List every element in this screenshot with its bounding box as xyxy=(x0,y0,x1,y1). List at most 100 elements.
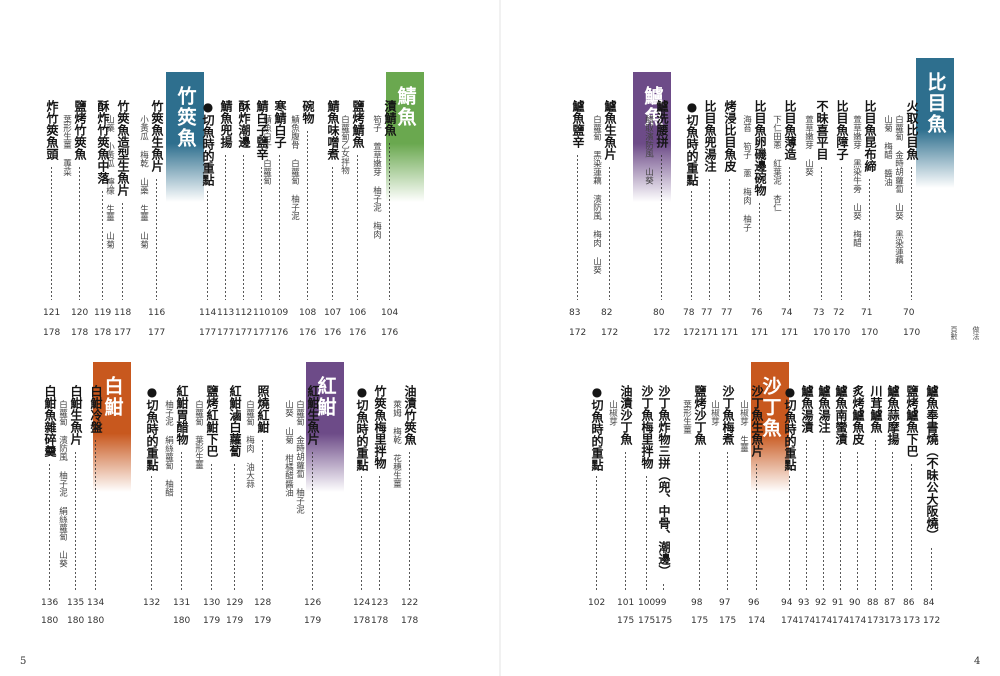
dot-leader xyxy=(409,451,410,590)
dot-leader xyxy=(661,154,662,300)
method-page-ref: 177 xyxy=(235,328,253,338)
method-page-ref: 172 xyxy=(601,328,619,338)
toc-entry-ingredients: 柚子泥 絹絲蘿蔔 柚醋 xyxy=(163,400,174,497)
toc-entry-title: 火取比目魚 xyxy=(905,100,919,160)
page-ref: 129 xyxy=(226,598,244,608)
method-page-ref: 179 xyxy=(203,616,221,626)
method-page-ref: 177 xyxy=(114,328,132,338)
dot-leader xyxy=(869,178,870,300)
page-ref: 126 xyxy=(304,598,322,608)
toc-entry-ingredients: 白蘿蔔 葉形生薑 xyxy=(193,400,204,470)
method-page-ref: 172 xyxy=(683,328,701,338)
dot-leader xyxy=(756,463,757,590)
toc-entry-title: 酥炸竹筴魚中落 xyxy=(96,100,110,184)
dot-leader xyxy=(262,439,263,590)
dot-leader xyxy=(789,166,790,300)
method-page-ref: 176 xyxy=(324,328,342,338)
dot-leader xyxy=(332,166,333,300)
method-page-ref: 175 xyxy=(655,616,673,626)
page-ref: 72 xyxy=(833,308,845,318)
page-ref: 70 xyxy=(903,308,915,318)
toc-entry-ingredients: 山椒芽 xyxy=(607,400,618,426)
page-ref: 102 xyxy=(588,598,606,608)
toc-entry-title: 鱸魚蒜摩揚 xyxy=(886,385,900,445)
toc-entry-ingredients: 山葵 山菊 柑橘醋醬油 xyxy=(283,400,294,497)
toc-entry-ingredients: 萱草嫩芽 黑染牛蒡 山葵 梅醋 xyxy=(851,115,862,247)
toc-entry-title: 鱸魚南蠻漬 xyxy=(834,385,848,445)
method-page-ref: 176 xyxy=(381,328,399,338)
method-page-ref: 172 xyxy=(923,616,941,626)
page-ref: 71 xyxy=(861,308,873,318)
toc-entry-title: 竹筴魚梅里拌物 xyxy=(373,385,387,469)
toc-entry-title: 比目魚障子 xyxy=(835,100,849,160)
toc-entry-title: 沙丁魚梅里拌物 xyxy=(640,385,654,469)
toc-entry-title: 漬鯖魚 xyxy=(383,100,397,136)
dot-leader xyxy=(699,451,700,590)
toc-entry-title: 鯖魚兜揚 xyxy=(219,100,233,148)
page-ref: 121 xyxy=(43,308,61,318)
toc-entry-title: 川茸鱸魚 xyxy=(869,385,883,433)
method-page-ref: 175 xyxy=(691,616,709,626)
dot-leader xyxy=(207,190,208,300)
toc-entry-ingredients: 海苔 筍子 蔥 梅肉 柚子 xyxy=(741,115,752,232)
method-page-ref: 173 xyxy=(903,616,921,626)
page-ref: 114 xyxy=(199,308,217,318)
toc-entry-title: 不昧喜平目 xyxy=(815,100,829,160)
toc-entry-title: 鱸魚奉書燒（不昧公大阪燒） xyxy=(925,385,939,541)
toc-entry-title: 鹽烤竹筴魚 xyxy=(73,100,87,160)
method-page-ref: 171 xyxy=(721,328,739,338)
page-ref: 116 xyxy=(148,308,166,318)
toc-entry-title: 沙丁魚生魚片 xyxy=(750,385,764,457)
page-ref: 135 xyxy=(67,598,85,608)
toc-entry-title: 比目魚昆布締 xyxy=(863,100,877,172)
page-ref: 78 xyxy=(683,308,695,318)
dot-leader xyxy=(821,166,822,300)
toc-entry-title: 烤浸比目魚皮 xyxy=(723,100,737,172)
right-page: 頁數 做法 4 比目魚 鱸魚 沙丁魚 火取比目魚 白蘿蔔 金時胡蘿蔔 山葵 黑染蓮藕 山菊… xyxy=(500,0,1000,676)
page-ref: 97 xyxy=(719,598,731,608)
toc-entry-title: 鹽烤紅魽下巴 xyxy=(205,385,219,457)
dot-leader xyxy=(625,451,626,590)
page-ref: 77 xyxy=(721,308,733,318)
dot-leader xyxy=(51,166,52,300)
toc-entry-title: 比目魚兜湯注 xyxy=(703,100,717,172)
page-column-header: 頁數 xyxy=(950,326,958,340)
method-page-ref: 172 xyxy=(653,328,671,338)
method-page-ref: 177 xyxy=(199,328,217,338)
method-page-ref: 171 xyxy=(701,328,719,338)
toc-entry-title: 比目魚卵磯邊碗物 xyxy=(753,100,767,196)
section-title: 鯖魚 xyxy=(394,86,417,128)
page-ref: 110 xyxy=(253,308,271,318)
toc-entry-title: ●切魚時的重點 xyxy=(145,385,159,471)
dot-leader xyxy=(789,475,790,590)
method-page-ref: 177 xyxy=(253,328,271,338)
dot-leader xyxy=(691,190,692,300)
method-page-ref: 173 xyxy=(884,616,902,626)
page-ref: 101 xyxy=(617,598,635,608)
dot-leader xyxy=(931,547,932,590)
dot-leader xyxy=(211,463,212,590)
page-number: 4 xyxy=(974,656,981,667)
section-title: 鱸魚 xyxy=(641,86,664,128)
dot-leader xyxy=(911,463,912,590)
page-ref: 131 xyxy=(173,598,191,608)
dot-leader xyxy=(357,154,358,300)
toc-entry-ingredients: 山菊 梅醋 醬油 xyxy=(882,115,893,186)
method-page-ref: 174 xyxy=(849,616,867,626)
toc-entry-title: 鱸魚湯漬 xyxy=(800,385,814,433)
page-number: 5 xyxy=(20,656,27,667)
page-ref: 99 xyxy=(655,598,667,608)
toc-entry-title: 紅魽胃醋物 xyxy=(175,385,189,445)
page-ref: 96 xyxy=(748,598,760,608)
dot-leader xyxy=(102,190,103,300)
method-page-ref: 174 xyxy=(798,616,816,626)
dot-leader xyxy=(806,439,807,590)
dot-leader xyxy=(609,166,610,300)
toc-entry-title: 鱸魚湯注 xyxy=(817,385,831,433)
dot-leader xyxy=(181,451,182,590)
page-ref: 113 xyxy=(217,308,235,318)
toc-entry-title: ●切魚時的重點 xyxy=(201,100,215,186)
toc-entry-title: 紅魽生魚片 xyxy=(306,385,320,445)
page-ref: 92 xyxy=(815,598,827,608)
method-page-ref: 171 xyxy=(781,328,799,338)
